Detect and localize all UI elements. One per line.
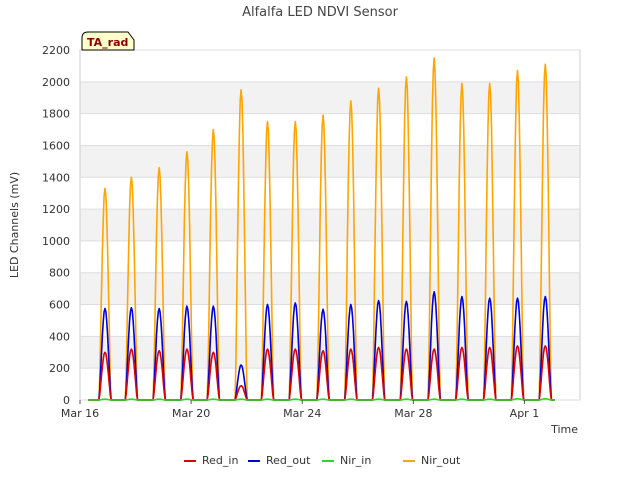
- series-line-red-out: [88, 291, 555, 401]
- y-tick-label: 1200: [42, 203, 70, 216]
- y-tick-label: 0: [63, 394, 70, 407]
- series-lines: [88, 57, 555, 401]
- legend-label: Nir_in: [340, 454, 371, 467]
- x-tick-label: Apr 1: [510, 407, 540, 420]
- x-tick-label: Mar 24: [283, 407, 321, 420]
- x-axis-ticks: Mar 16 Mar 20 Mar 24 Mar 28 Apr 1: [61, 400, 539, 420]
- series-line-red-in: [88, 345, 555, 401]
- x-tick-label: Mar 20: [172, 407, 210, 420]
- y-tick-label: 800: [49, 267, 70, 280]
- y-tick-label: 1800: [42, 108, 70, 121]
- x-tick-label: Mar 28: [394, 407, 432, 420]
- badge-label: TA_rad: [87, 36, 128, 49]
- station-badge: TA_rad: [81, 31, 135, 51]
- chart-title: Alfalfa LED NDVI Sensor: [242, 5, 399, 20]
- legend-label: Red_out: [266, 454, 311, 467]
- x-axis-title: Time: [550, 423, 578, 436]
- x-tick-label: Mar 16: [61, 407, 99, 420]
- y-tick-label: 2000: [42, 76, 70, 89]
- background-band: [80, 209, 580, 241]
- y-tick-label: 2200: [42, 44, 70, 57]
- legend: Red_in Red_out Nir_in Nir_out: [184, 454, 461, 467]
- y-tick-label: 600: [49, 299, 70, 312]
- legend-label: Red_in: [202, 454, 238, 467]
- y-tick-label: 200: [49, 362, 70, 375]
- y-axis-ticks: 0 200 400 600 800 1000 1200 1400 1600 1800 2000 220…: [42, 44, 70, 407]
- plot-background-bands: [80, 81, 580, 369]
- y-tick-label: 400: [49, 330, 70, 343]
- series-line-nir-in: [88, 397, 555, 401]
- y-axis-title: LED Channels (mV): [8, 172, 21, 278]
- y-tick-label: 1600: [42, 139, 70, 152]
- background-band: [80, 81, 580, 114]
- legend-label: Nir_out: [421, 454, 461, 467]
- series-line-nir-out: [88, 57, 555, 401]
- y-tick-label: 1400: [42, 171, 70, 184]
- badge-shape: [81, 31, 135, 51]
- y-tick-label: 1000: [42, 235, 70, 248]
- background-band: [80, 145, 580, 178]
